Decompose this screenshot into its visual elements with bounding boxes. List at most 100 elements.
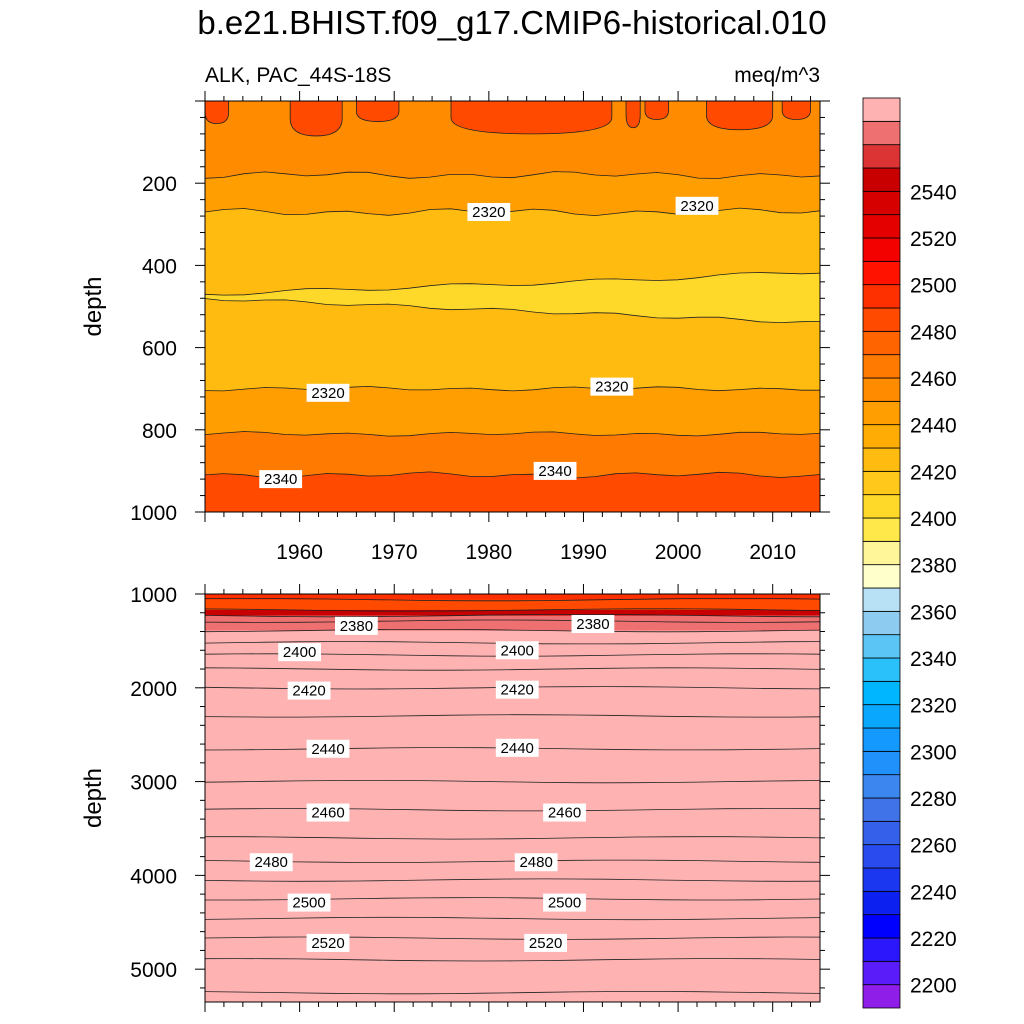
upper-surface-patch	[644, 101, 670, 120]
svg-text:2420: 2420	[501, 682, 534, 699]
contour-label: 2320	[675, 196, 719, 215]
lower-band	[205, 880, 820, 900]
contour-label: 2460	[543, 803, 586, 822]
lower-band	[205, 594, 820, 601]
upper-surface-patch	[205, 101, 230, 125]
colorbar-box	[862, 634, 901, 659]
svg-text:2320: 2320	[472, 204, 505, 221]
lower-band	[205, 599, 820, 611]
x-tick-label: 1960	[276, 541, 323, 564]
lower-band	[205, 609, 820, 617]
y-tick-label: 3000	[130, 772, 177, 795]
lower-contour-line	[205, 958, 820, 962]
y-axis-title: depth	[80, 276, 107, 336]
svg-text:2520: 2520	[529, 935, 562, 952]
colorbar-box	[862, 494, 901, 519]
svg-text:2400: 2400	[283, 644, 316, 661]
colorbar-box	[862, 400, 901, 426]
colorbar-box	[862, 797, 901, 822]
y-tick-label: 5000	[130, 959, 177, 982]
colorbar-box	[862, 564, 901, 589]
x-tick-label: 2010	[749, 541, 796, 564]
lower-band	[205, 615, 820, 622]
svg-text:2320: 2320	[311, 385, 344, 402]
contour-label: 2520	[306, 933, 350, 952]
colorbar-box	[862, 750, 901, 776]
figure-title: b.e21.BHIST.f09_g17.CMIP6-historical.010	[197, 4, 827, 41]
lower-panel-frame	[204, 593, 821, 1003]
colorbar-label: 2260	[910, 835, 957, 858]
lower-contour-line	[205, 990, 820, 995]
contour-label: 2500	[543, 893, 586, 912]
colorbar-label: 2440	[910, 415, 957, 438]
colorbar-label: 2480	[910, 321, 957, 344]
lower-band	[205, 837, 820, 862]
colorbar-label: 2380	[910, 555, 957, 578]
colorbar-box	[862, 960, 901, 986]
colorbar-box	[862, 727, 901, 752]
upper-surface-patch	[625, 101, 641, 129]
lower-contour-line	[205, 614, 820, 618]
upper-contour-line	[205, 171, 820, 179]
contour-label: 2380	[571, 615, 615, 634]
colorbar-label: 2280	[910, 788, 957, 811]
colorbar-box	[862, 704, 901, 729]
colorbar-label: 2320	[910, 695, 957, 718]
svg-text:2500: 2500	[292, 895, 325, 912]
svg-text:2500: 2500	[548, 895, 581, 912]
colorbar-box	[862, 424, 901, 449]
colorbar-box	[862, 260, 901, 286]
colorbar-label: 2220	[910, 928, 957, 951]
upper-band	[205, 471, 820, 512]
svg-text:2440: 2440	[311, 741, 344, 758]
upper-contour-line	[205, 207, 820, 217]
lower-band	[205, 621, 820, 632]
contour-label: 2440	[495, 738, 539, 757]
variable-region-label: ALK, PAC_44S-18S	[205, 64, 392, 87]
y-tick-label: 4000	[130, 865, 177, 888]
lower-band	[205, 938, 820, 961]
svg-text:2480: 2480	[519, 854, 552, 871]
contour-label: 2480	[514, 853, 558, 872]
lower-panel-fill	[205, 594, 820, 1002]
contour-label: 2400	[278, 643, 322, 662]
colorbar-label: 2420	[910, 461, 957, 484]
lower-contour-line	[205, 619, 820, 623]
colorbar-box	[862, 774, 901, 799]
lower-contour-line	[205, 597, 820, 602]
contour-label: 2420	[495, 680, 539, 699]
colorbar-label: 2340	[910, 648, 957, 671]
colorbar-label: 2540	[910, 181, 957, 204]
y-tick-label: 800	[142, 420, 177, 443]
upper-surface-patch	[706, 101, 774, 131]
colorbar-box	[862, 330, 901, 356]
x-tick-label: 1970	[371, 541, 418, 564]
lower-contour-line	[205, 859, 820, 863]
upper-contour-line	[205, 471, 820, 479]
colorbar-box	[862, 540, 901, 566]
svg-text:2520: 2520	[311, 935, 344, 952]
contour-labels: 2320 2320 2320 2320 2340 2340 2380 2380 2400 2400…	[249, 196, 719, 952]
colorbar-label: 2400	[910, 508, 957, 531]
svg-text:2340: 2340	[538, 463, 571, 480]
upper-surface-patch	[450, 101, 613, 135]
contour-label: 2520	[524, 933, 568, 952]
y-tick-label: 1000	[130, 502, 177, 525]
colorbar-box	[862, 937, 901, 962]
svg-text:2420: 2420	[292, 683, 325, 700]
y-tick-label: 400	[142, 255, 177, 278]
lower-contour-line	[205, 608, 820, 612]
upper-contour-line	[205, 385, 820, 392]
contour-label: 2420	[287, 681, 331, 700]
x-tick-label: 2000	[655, 541, 702, 564]
y-tick-label: 600	[142, 338, 177, 361]
colorbar-box	[862, 657, 901, 682]
colorbar-box	[862, 307, 901, 332]
svg-text:2460: 2460	[311, 805, 344, 822]
upper-panel-contours	[205, 171, 820, 479]
y-tick-label: 2000	[130, 678, 177, 701]
svg-text:2380: 2380	[576, 616, 609, 633]
lower-contour-line	[205, 667, 820, 671]
x-tick-label: 1990	[560, 541, 607, 564]
